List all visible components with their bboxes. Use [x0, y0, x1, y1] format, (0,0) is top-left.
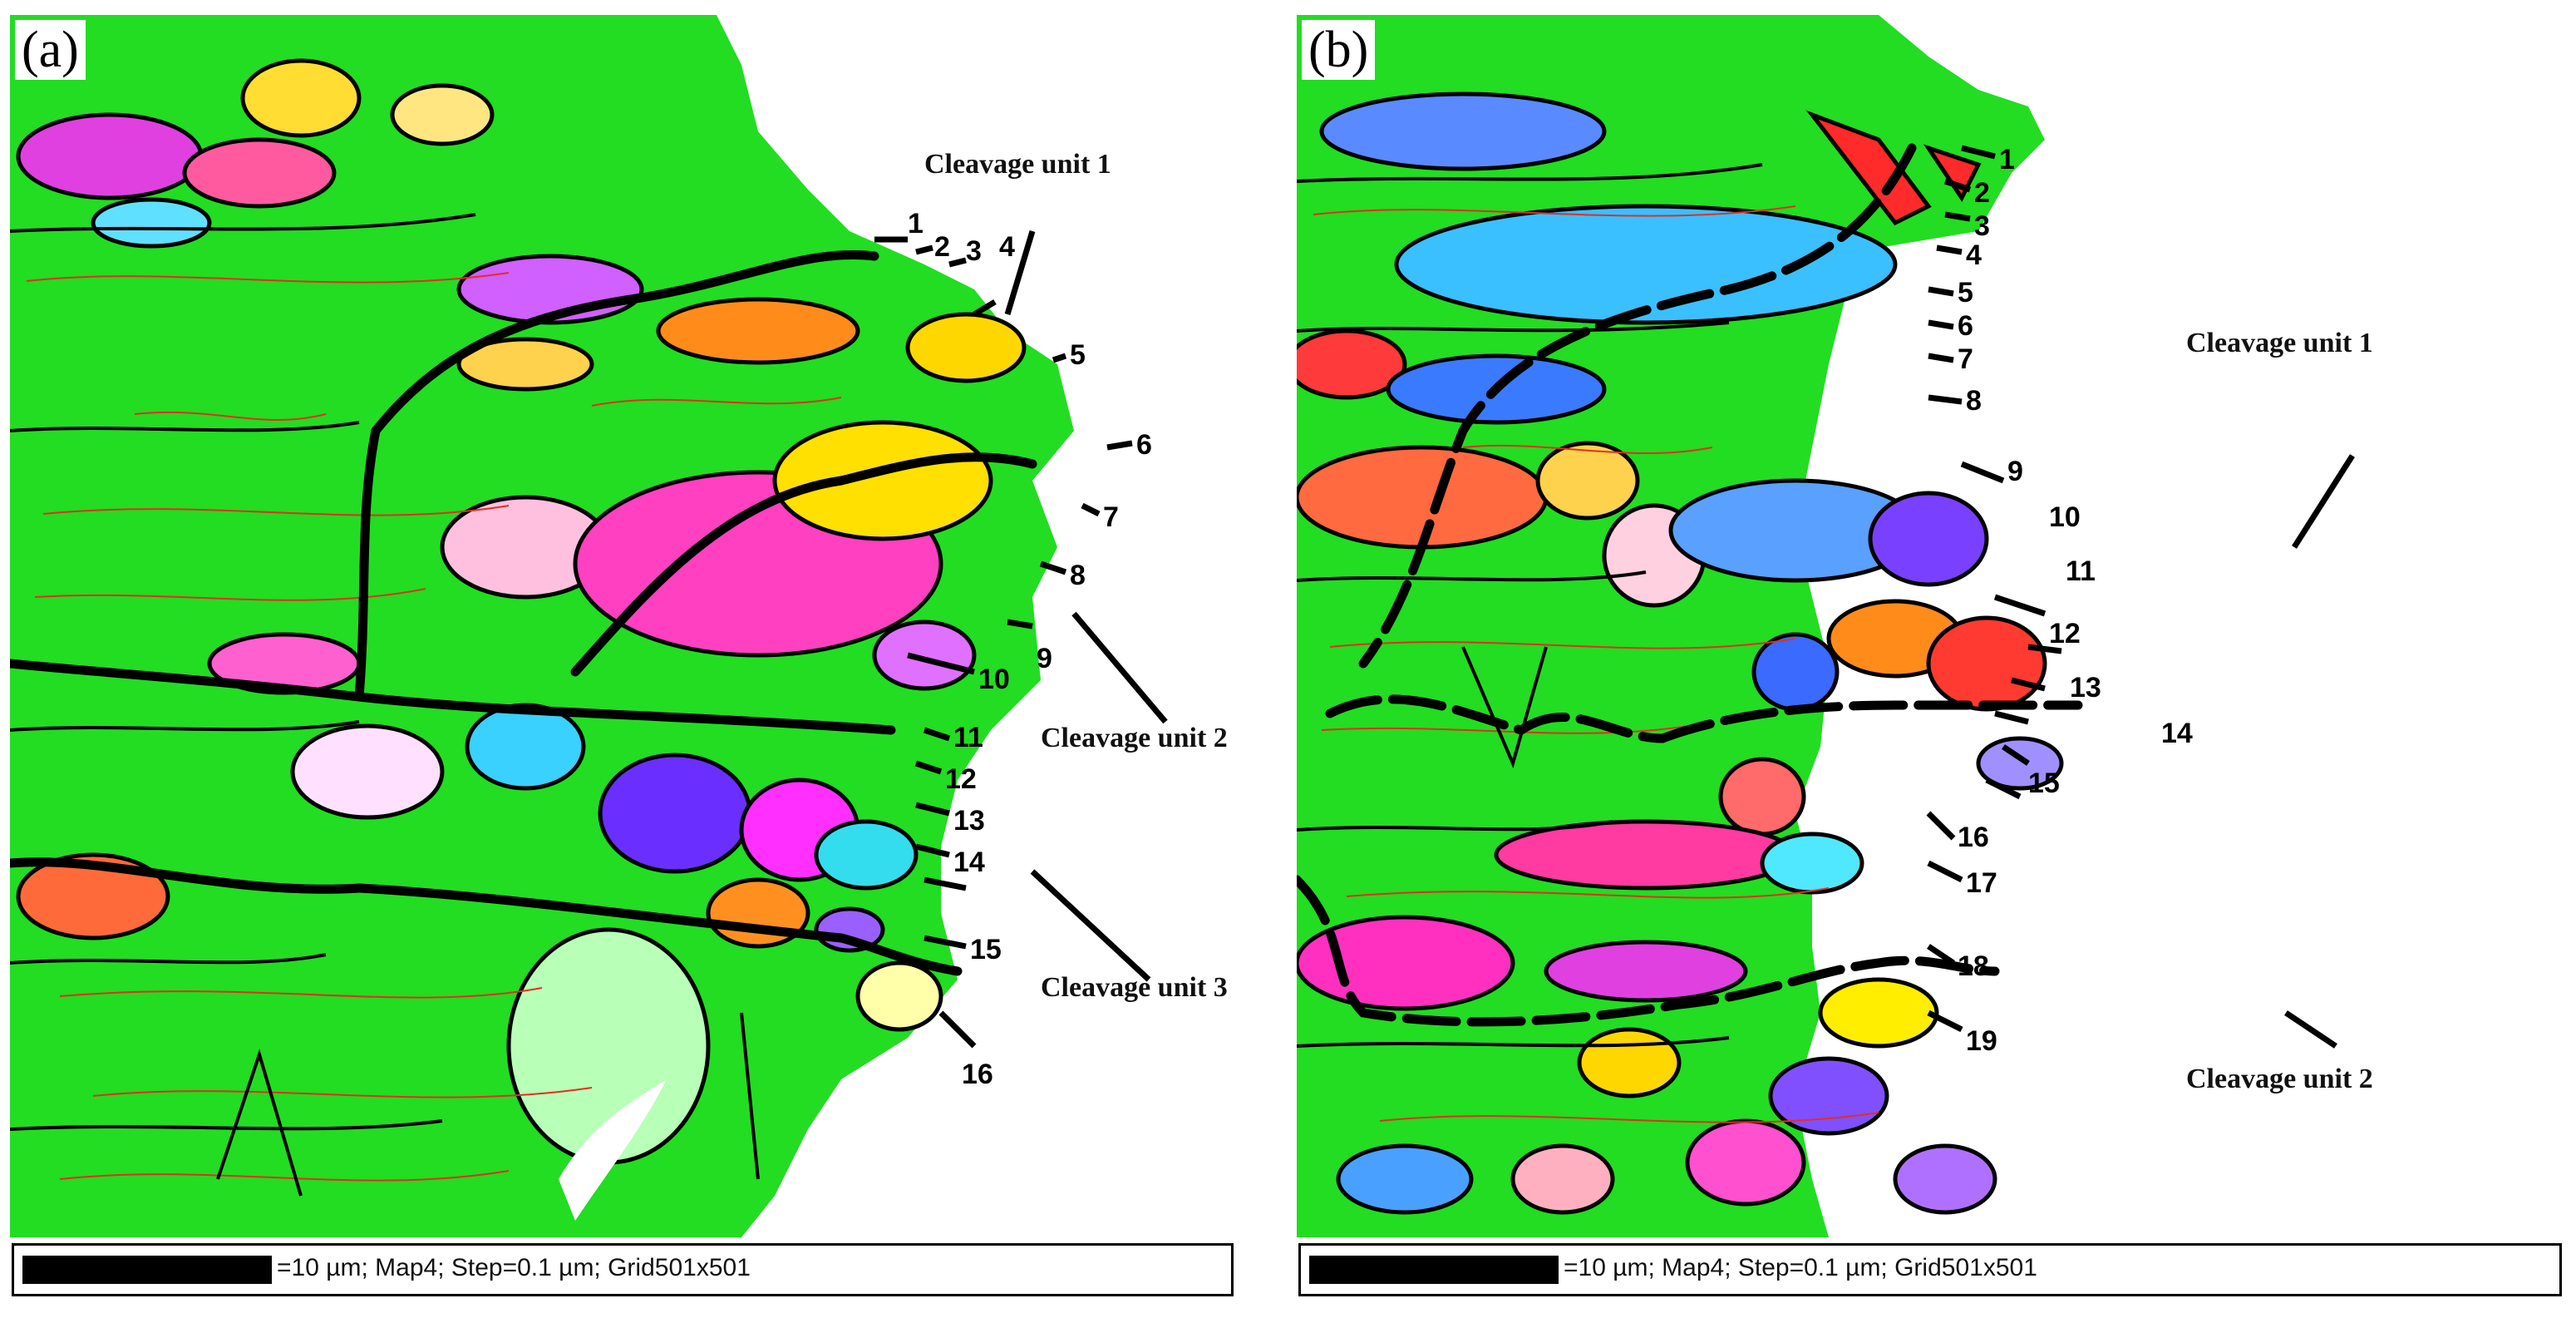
cleavage-unit-1-label-b: Cleavage unit 1 — [2186, 328, 2373, 358]
marker-a-7: 7 — [1103, 501, 1119, 533]
marker-a-9: 9 — [1037, 643, 1052, 674]
marker-a-6: 6 — [1136, 429, 1152, 461]
panel-label-b: (b) — [1302, 20, 1376, 80]
marker-b-4: 4 — [1966, 239, 1982, 271]
marker-b-13: 13 — [2070, 672, 2101, 703]
marker-a-1: 1 — [908, 208, 924, 239]
marker-b-1: 1 — [1999, 144, 2015, 175]
marker-labels-a: 1 2 3 4 5 6 7 8 9 10 11 12 13 14 15 16 — [908, 208, 1152, 1090]
scalebar-a-bar — [22, 1256, 272, 1284]
ebsd-map-b-graphic: Cleavage unit 1 Cleavage unit 2 1 2 3 4 … — [1297, 15, 2373, 1237]
cleavage-labels-a: Cleavage unit 1 Cleavage unit 2 Cleavage… — [924, 149, 1228, 1003]
marker-a-15: 15 — [970, 934, 1002, 965]
void-a — [559, 1079, 667, 1221]
marker-a-14: 14 — [953, 847, 985, 878]
scalebar-b-bar — [1309, 1256, 1559, 1284]
marker-b-5: 5 — [1958, 277, 1973, 309]
cleavage-unit-3-label-a: Cleavage unit 3 — [1041, 972, 1228, 1003]
marker-b-14: 14 — [2161, 718, 2193, 749]
marker-b-17: 17 — [1966, 867, 1997, 899]
subgrain-boundaries-a — [26, 272, 842, 1182]
scalebar-a-text: =10 µm; Map4; Step=0.1 µm; Grid501x501 — [277, 1254, 751, 1281]
marker-a-10: 10 — [978, 664, 1010, 695]
marker-b-7: 7 — [1958, 343, 1973, 375]
marker-b-11: 11 — [2066, 555, 2096, 587]
grains-a — [16, 58, 1027, 1165]
scalebar-b-text: =10 µm; Map4; Step=0.1 µm; Grid501x501 — [1564, 1254, 2037, 1281]
marker-a-3: 3 — [966, 235, 982, 267]
marker-b-2: 2 — [1974, 177, 1990, 209]
panel-label-a: (a) — [15, 20, 86, 80]
cleavage-unit-2-label-a: Cleavage unit 2 — [1041, 723, 1228, 753]
cleavage-traces-b — [1297, 143, 2083, 1027]
ebsd-map-a-graphic: Cleavage unit 1 Cleavage unit 2 Cleavage… — [10, 15, 1228, 1237]
marker-a-12: 12 — [945, 763, 977, 795]
marker-b-9: 9 — [2007, 456, 2023, 487]
marker-a-4: 4 — [999, 231, 1015, 263]
marker-b-18: 18 — [1958, 950, 1989, 982]
cleavage-unit-1-label-a: Cleavage unit 1 — [924, 149, 1111, 180]
marker-b-16: 16 — [1958, 822, 1989, 853]
cleavage-labels-b: Cleavage unit 1 Cleavage unit 2 — [2186, 328, 2373, 1094]
grain-boundaries-b — [1297, 163, 1763, 1048]
marker-arrows-b — [1926, 145, 2355, 1049]
marker-b-6: 6 — [1958, 310, 1973, 342]
marker-a-5: 5 — [1070, 339, 1086, 371]
marker-b-12: 12 — [2049, 618, 2081, 649]
marker-arrows-a — [874, 230, 1168, 1049]
grains-b — [1297, 91, 2064, 1215]
marker-b-3: 3 — [1974, 210, 1990, 242]
marker-a-8: 8 — [1070, 560, 1086, 591]
grain-boundaries-a — [10, 213, 760, 1197]
scalebar-a: =10 µm; Map4; Step=0.1 µm; Grid501x501 — [12, 1243, 1234, 1296]
marker-a-16: 16 — [962, 1059, 993, 1090]
marker-b-10: 10 — [2049, 501, 2081, 533]
ebsd-map-a: Cleavage unit 1 Cleavage unit 2 Cleavage… — [10, 15, 1249, 1237]
marker-a-11: 11 — [953, 722, 983, 753]
marker-labels-b: 1 2 3 4 5 6 7 8 9 10 11 12 13 14 15 16 1… — [1958, 144, 2193, 1057]
cleavage-unit-2-label-b: Cleavage unit 2 — [2186, 1064, 2373, 1094]
cleavage-traces-a — [10, 249, 1037, 976]
marker-b-19: 19 — [1966, 1025, 1997, 1057]
marker-b-15: 15 — [2028, 768, 2060, 799]
marker-a-2: 2 — [934, 231, 950, 263]
marker-a-13: 13 — [953, 805, 985, 837]
ebsd-map-b: Cleavage unit 1 Cleavage unit 2 1 2 3 4 … — [1297, 15, 2535, 1237]
marker-b-8: 8 — [1966, 385, 1982, 417]
scalebar-b: =10 µm; Map4; Step=0.1 µm; Grid501x501 — [1298, 1243, 2562, 1296]
